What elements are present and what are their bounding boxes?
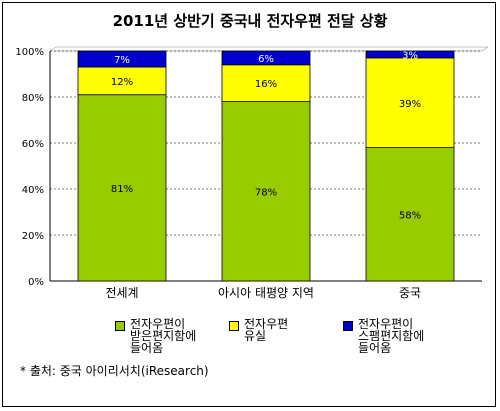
bar-segment xyxy=(365,57,455,148)
data-label: 39% xyxy=(399,99,421,110)
legend-item-inbox: 전자우편이 받은편지함에 들어옴 xyxy=(115,318,207,354)
bar-segment xyxy=(221,64,311,103)
x-tick-label: 전세계 xyxy=(105,286,138,300)
bar-segment xyxy=(221,50,311,66)
legend-swatch-inbox xyxy=(115,321,125,331)
plot-top-edge xyxy=(49,46,489,52)
bar-segment xyxy=(77,50,167,68)
legend: 전자우편이 받은편지함에 들어옴 전자우편 유실 전자우편이 스팸편지함에 들어… xyxy=(115,318,435,354)
chart-title: 2011년 상반기 중국내 전자우편 전달 상황 xyxy=(112,12,388,30)
y-tick-label: 60% xyxy=(22,139,44,150)
y-tick-label: 40% xyxy=(22,185,44,196)
data-label: 12% xyxy=(111,77,133,88)
y-tick-label: 100% xyxy=(15,47,44,58)
data-label: 3% xyxy=(402,50,418,61)
y-tick-label: 80% xyxy=(22,93,44,104)
legend-label-spam: 전자우편이 스팸편지함에 들어옴 xyxy=(358,317,425,355)
data-label: 6% xyxy=(258,54,274,65)
data-label: 58% xyxy=(399,210,421,221)
legend-swatch-spam xyxy=(343,321,353,331)
legend-label-lost: 전자우편 유실 xyxy=(244,317,289,343)
data-label: 16% xyxy=(255,79,277,90)
legend-label-inbox: 전자우편이 받은편지함에 들어옴 xyxy=(130,317,197,355)
data-label: 7% xyxy=(114,55,130,66)
legend-item-spam: 전자우편이 스팸편지함에 들어옴 xyxy=(343,318,435,354)
bar-segment xyxy=(221,101,311,282)
source-note: * 출처: 중국 아이리서치(iResearch) xyxy=(20,364,209,378)
data-label: 81% xyxy=(111,184,133,195)
bar-segment xyxy=(77,66,167,96)
x-tick-label: 중국 xyxy=(399,286,421,300)
x-tick-label: 아시아 태평양 지역 xyxy=(218,286,314,300)
legend-swatch-lost xyxy=(229,321,239,331)
bar-segment xyxy=(77,94,167,282)
bar-segment xyxy=(365,50,455,59)
legend-item-lost: 전자우편 유실 xyxy=(229,318,321,354)
data-label: 78% xyxy=(255,187,277,198)
y-tick-label: 0% xyxy=(28,277,44,288)
bar-segment xyxy=(365,147,455,282)
y-tick-label: 20% xyxy=(22,231,44,242)
